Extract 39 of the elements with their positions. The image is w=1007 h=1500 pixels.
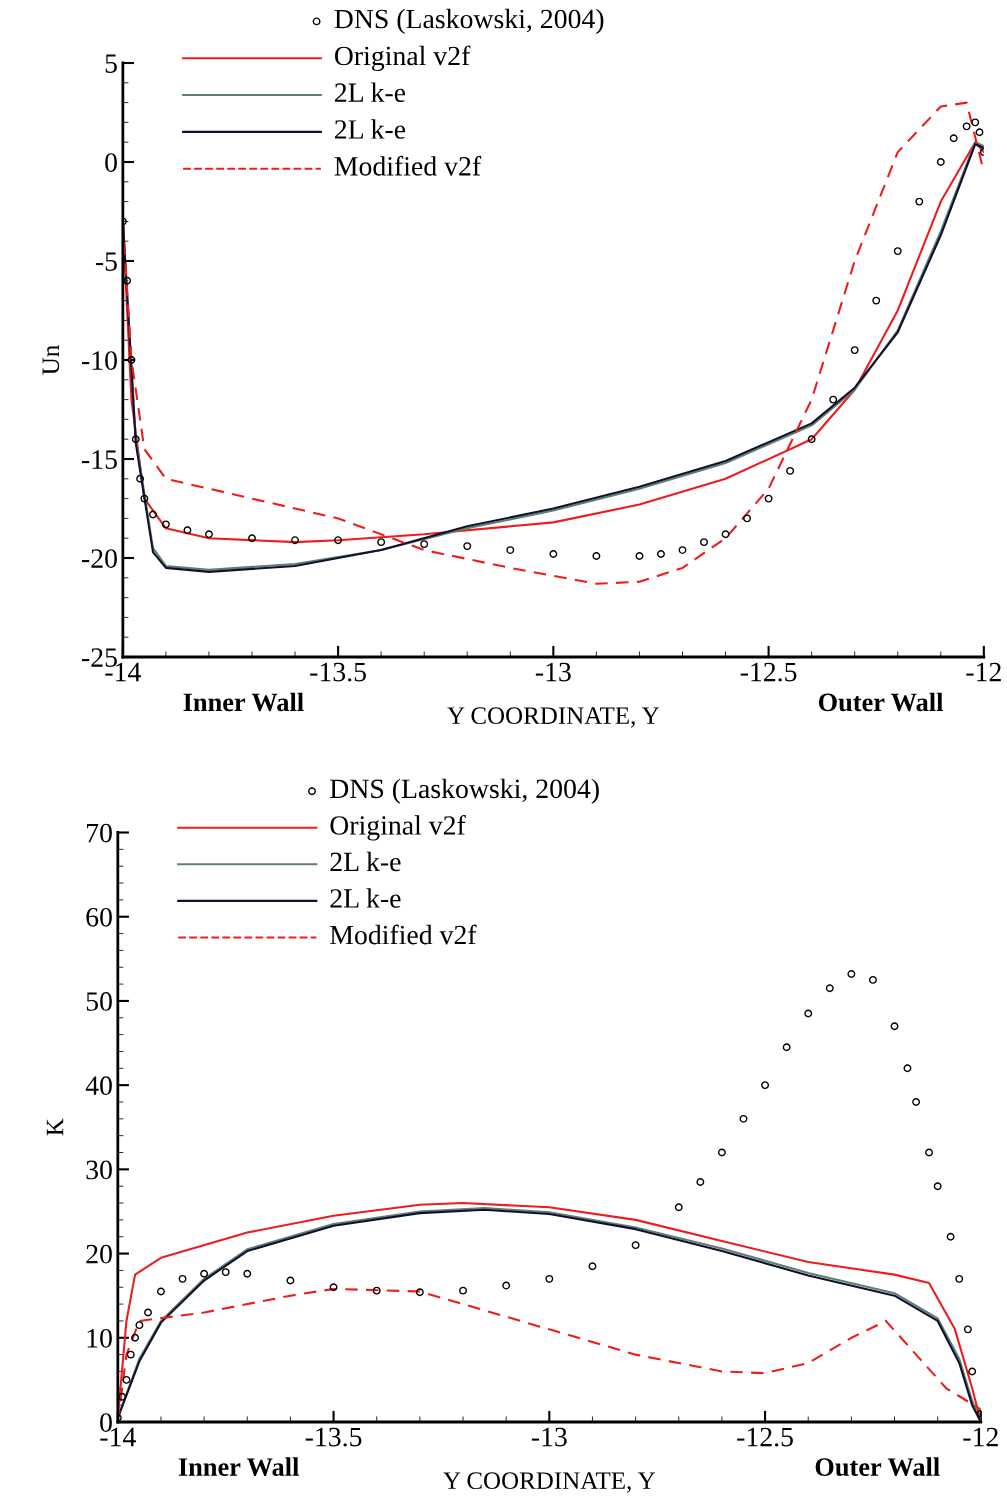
y-tick-label: 60 (86, 907, 112, 927)
y-tick-label: -10 (82, 351, 117, 370)
legend-label: Original v2f (334, 45, 471, 72)
x-tick-label: -13 (531, 1427, 567, 1447)
x-tick-label: -12.5 (737, 1427, 793, 1447)
x-tick-label: -12 (966, 662, 1001, 682)
legend-label: 2L k-e (335, 82, 406, 103)
text: Inner Wall (178, 1457, 299, 1477)
y-tick-label: 30 (86, 1160, 112, 1180)
y-tick-label: 50 (86, 992, 112, 1011)
legend-label: Original v2f (330, 815, 466, 841)
y-tick-label: -20 (82, 549, 117, 568)
legend-label: 2L k-e (330, 851, 401, 872)
legend-label: DNS (Laskowski, 2004) (334, 8, 604, 35)
legend-label: Modified v2f (330, 924, 477, 945)
y-tick-label: 20 (86, 1244, 112, 1264)
x-axis-title: Y COORDINATE, Y (443, 1472, 656, 1493)
x-axis-title: Y COORDINATE, Y (447, 707, 660, 728)
y-tick-label: -15 (82, 450, 117, 469)
legend-label: 2L k-e (335, 119, 406, 139)
x-tick-label: -12 (963, 1427, 998, 1447)
x-tick-label: -12.5 (740, 662, 797, 682)
y-tick-label: 0 (105, 153, 117, 172)
y-tick-label: -5 (95, 252, 117, 271)
legend-label: Modified v2f (334, 155, 482, 176)
y-tick-label: 40 (85, 1076, 112, 1096)
y-tick-label: 10 (87, 1328, 112, 1348)
y-tick-label: 5 (105, 54, 117, 73)
x-tick-label: -13.5 (310, 662, 366, 682)
x-tick-label: -13 (535, 662, 571, 682)
y-axis-title: K (46, 1118, 64, 1136)
legend-label: 2L k-e (330, 888, 401, 908)
legend-label: DNS (Laskowski, 2004) (330, 778, 599, 804)
y-tick-label: 70 (87, 823, 112, 843)
y-axis-title: Un (42, 345, 60, 375)
text: Inner Wall (183, 692, 304, 712)
text: Outer Wall (815, 1457, 940, 1477)
x-tick-label: -13.5 (305, 1427, 362, 1447)
text: Outer Wall (818, 692, 944, 712)
